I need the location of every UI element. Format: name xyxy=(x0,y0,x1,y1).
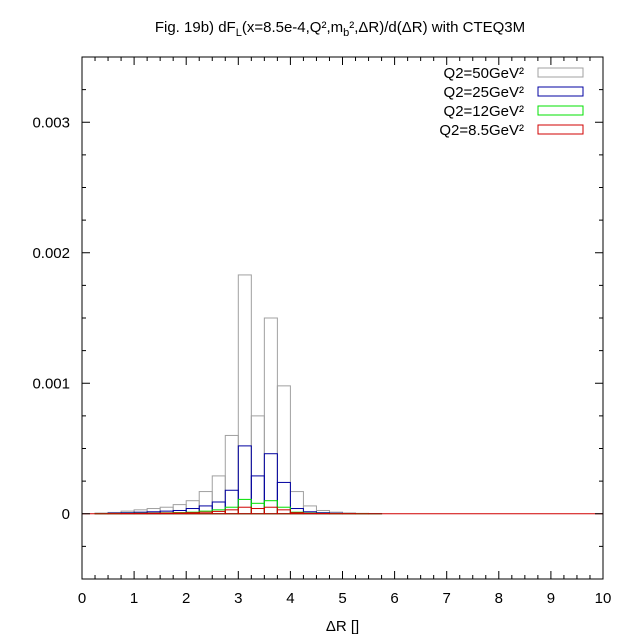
legend-label: Q2=8.5GeV² xyxy=(439,122,524,139)
histogram-bar xyxy=(289,491,304,515)
histogram-bar xyxy=(159,512,174,515)
plot-frame xyxy=(81,56,604,580)
legend: Q2=50GeV² Q2=25GeV² Q2=12GeV² Q2=8.5GeV² xyxy=(439,65,584,139)
y-tick-label: 0.002 xyxy=(32,245,70,262)
x-tick-label: 5 xyxy=(338,590,346,607)
x-tick-label: 4 xyxy=(286,590,294,607)
legend-swatch xyxy=(537,124,584,135)
x-tick-label: 8 xyxy=(495,590,503,607)
x-tick-label: 10 xyxy=(595,590,612,607)
histogram-bar xyxy=(237,506,252,515)
histogram-bar xyxy=(237,445,252,515)
histogram-bar xyxy=(172,512,187,515)
histogram-bar xyxy=(276,385,291,515)
y-tick-label: 0 xyxy=(62,506,70,523)
histogram-bar xyxy=(263,453,278,515)
histogram-bar xyxy=(302,505,317,515)
histogram-bar xyxy=(211,501,226,515)
legend-label: Q2=25GeV² xyxy=(444,84,524,101)
x-axis-label: ΔR [] xyxy=(326,618,359,635)
histogram-bar xyxy=(198,491,213,515)
histogram-bar xyxy=(250,415,265,515)
x-tick-label: 3 xyxy=(234,590,242,607)
chart-title-text: Fig. 19b) dFL(x=8.5e-4,Q²,mb²,ΔR)/d(ΔR) … xyxy=(155,19,525,39)
histogram-bar xyxy=(224,509,239,515)
histogram-bar xyxy=(224,434,239,515)
x-tick-label: 1 xyxy=(130,590,138,607)
x-tick-label: 7 xyxy=(443,590,451,607)
y-tick-label: 0.001 xyxy=(32,375,70,392)
histogram-bar xyxy=(224,506,239,515)
histogram-bar xyxy=(198,511,213,515)
chart-title: Fig. 19b) dFL(x=8.5e-4,Q²,mb²,ΔR)/d(ΔR) … xyxy=(155,19,525,39)
x-tick-label: 6 xyxy=(390,590,398,607)
histogram-bar xyxy=(237,498,252,515)
histogram-bar xyxy=(276,481,291,515)
legend-swatch xyxy=(537,86,584,97)
legend-swatch xyxy=(537,67,584,78)
histogram-bar xyxy=(276,506,291,515)
y-tick-label: 0.003 xyxy=(32,114,70,131)
x-tick-label: 9 xyxy=(547,590,555,607)
series-3 xyxy=(94,506,383,515)
histogram-bar xyxy=(211,475,226,515)
histogram-bar xyxy=(276,509,291,515)
axes: 0 1 2 3 4 5 6 7 8 9 10 0 0.001 0.002 0.003 xyxy=(32,56,612,607)
x-tick-label: 2 xyxy=(182,590,190,607)
histogram-bar xyxy=(289,512,304,515)
legend-swatch xyxy=(537,105,584,116)
histogram-bar xyxy=(185,512,200,515)
series-layer xyxy=(94,274,383,515)
histogram-bar xyxy=(263,317,278,515)
legend-label: Q2=50GeV² xyxy=(444,65,524,82)
x-tick-label: 0 xyxy=(78,590,86,607)
histogram-bar xyxy=(250,508,265,515)
histogram-bar xyxy=(237,274,252,515)
histogram-bar xyxy=(146,512,161,515)
histogram-bar xyxy=(263,506,278,515)
legend-label: Q2=12GeV² xyxy=(444,103,524,120)
histogram-bar xyxy=(211,510,226,515)
